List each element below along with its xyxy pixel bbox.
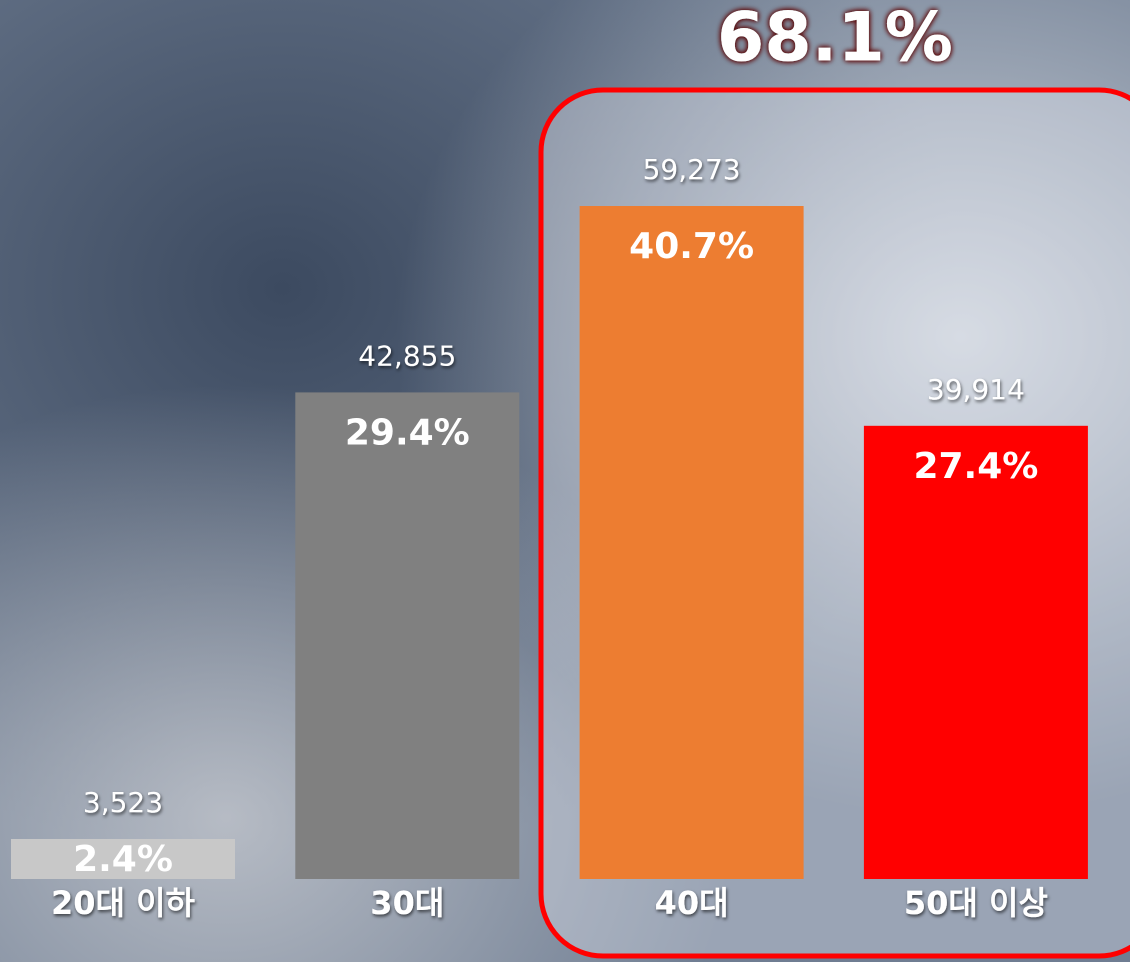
- x-tick-label: 40대: [655, 884, 729, 922]
- bar: [11, 838, 235, 879]
- x-tick-label: 50대 이상: [904, 884, 1048, 922]
- share-label: 29.4%: [345, 412, 470, 453]
- bar: [579, 206, 804, 879]
- bar: [295, 392, 520, 879]
- x-tick-label: 20대 이하: [51, 884, 196, 922]
- share-label: 2.4%: [73, 839, 173, 880]
- value-label: 42,855: [358, 339, 456, 372]
- bar: [863, 425, 1088, 879]
- annotation: 68.1%: [717, 0, 953, 78]
- share-label: 27.4%: [913, 446, 1038, 487]
- value-label: 39,914: [927, 373, 1025, 406]
- value-label: 3,523: [83, 786, 163, 819]
- share-label: 40.7%: [629, 226, 754, 267]
- x-tick-label: 30대: [370, 884, 444, 922]
- plot-area: 3,523 2.4% 20대 이하 42,855 29.4% 30대 59,273 40.7%…: [11, 153, 1088, 922]
- value-label: 59,273: [643, 153, 741, 186]
